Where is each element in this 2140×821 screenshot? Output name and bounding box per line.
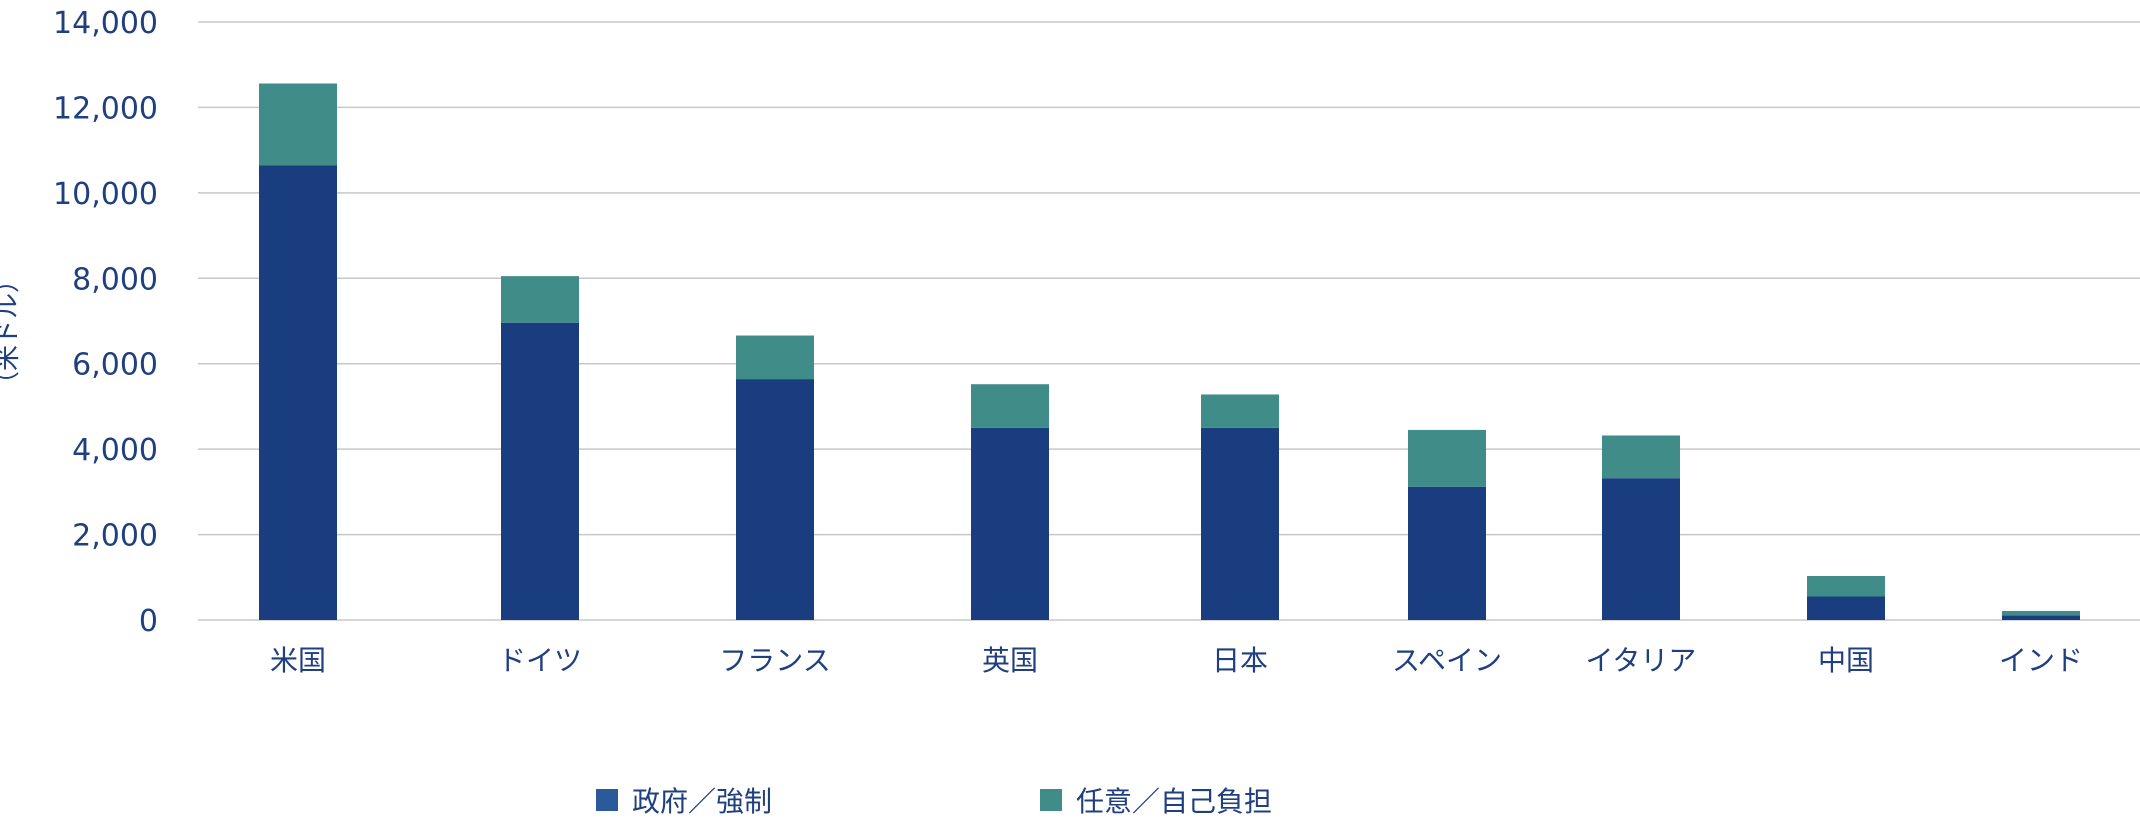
legend-swatch-government <box>596 789 618 811</box>
y-tick-label: 2,000 <box>72 519 158 554</box>
bar-government <box>259 165 337 620</box>
y-tick-label: 10,000 <box>53 177 158 212</box>
x-category-label: 日本 <box>1212 644 1268 677</box>
y-tick-label: 14,000 <box>53 6 158 41</box>
bar-government <box>736 379 814 620</box>
bar-government <box>1602 478 1680 620</box>
legend-item-government: 政府／強制 <box>596 780 772 820</box>
x-category-label: イタリア <box>1586 644 1697 677</box>
bar-voluntary <box>1807 576 1885 597</box>
x-category-label: 中国 <box>1818 644 1874 677</box>
y-tick-label: 6,000 <box>72 348 158 383</box>
bar-voluntary <box>1602 435 1680 479</box>
bar-government <box>971 427 1049 620</box>
x-category-label: ドイツ <box>498 644 582 677</box>
bar-voluntary <box>1408 429 1486 487</box>
y-tick-label: 12,000 <box>53 91 158 126</box>
bar-government <box>1201 427 1279 620</box>
x-axis-category-labels: 米国 ドイツ フランス 英国 日本 スペイン イタリア 中国 インド <box>270 644 2083 677</box>
bar-government <box>1408 486 1486 620</box>
bar-voluntary <box>2002 611 2080 616</box>
bar-government <box>501 322 579 620</box>
bar-voluntary <box>501 276 579 323</box>
x-category-label: インド <box>1999 644 2083 677</box>
x-category-label: 米国 <box>270 644 326 677</box>
bar-voluntary <box>736 335 814 380</box>
x-category-label: 英国 <box>982 644 1038 677</box>
x-category-label: スペイン <box>1392 644 1502 677</box>
y-tick-label: 0 <box>139 604 158 639</box>
bar-voluntary <box>259 83 337 166</box>
y-tick-label: 4,000 <box>72 433 158 468</box>
bar-voluntary <box>971 384 1049 428</box>
stacked-bar-chart: 02,0004,0006,0008,00010,00012,00014,000 … <box>0 6 2140 677</box>
bar-government <box>1807 596 1885 620</box>
legend-item-voluntary: 任意／自己負担 <box>1040 780 1272 820</box>
legend-label-voluntary: 任意／自己負担 <box>1076 785 1273 818</box>
bars <box>259 83 2080 620</box>
legend: 政府／強制 任意／自己負担 <box>0 780 2140 820</box>
y-axis-label: （米ドル） <box>0 267 23 397</box>
bar-government <box>2002 615 2080 620</box>
bar-voluntary <box>1201 394 1279 428</box>
legend-label-government: 政府／強制 <box>632 785 773 818</box>
gridlines <box>198 21 2140 621</box>
y-axis-tick-labels: 0 2,000 4,000 6,000 8,000 10,000 12,000 14,000 <box>53 6 158 639</box>
legend-swatch-voluntary <box>1040 789 1062 811</box>
x-category-label: フランス <box>719 644 830 677</box>
y-tick-label: 8,000 <box>72 262 158 297</box>
